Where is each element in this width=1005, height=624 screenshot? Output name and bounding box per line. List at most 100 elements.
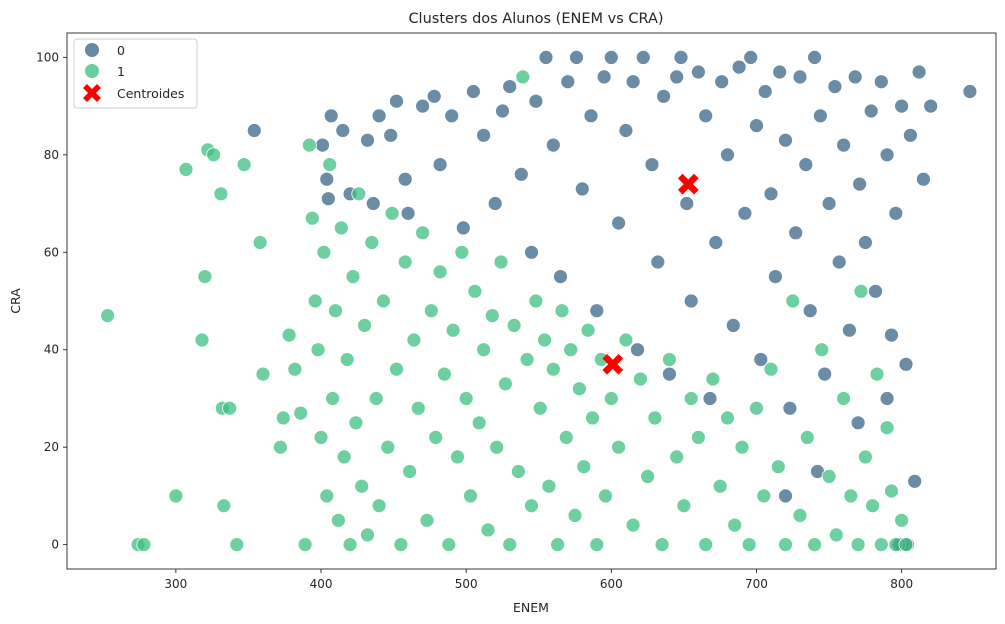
- point-series-1-102: [625, 517, 641, 533]
- point-series-1-49: [384, 205, 400, 221]
- point-series-0-81: [852, 176, 867, 192]
- point-series-1-18: [275, 410, 291, 426]
- point-series-1-57: [419, 512, 435, 528]
- point-series-0-31: [569, 50, 584, 65]
- point-series-0-66: [778, 132, 793, 148]
- point-series-1-6: [197, 269, 213, 285]
- point-series-1-136: [865, 498, 880, 514]
- point-series-1-139: [879, 420, 895, 436]
- point-series-0-36: [603, 50, 619, 65]
- point-series-1-32: [328, 303, 343, 319]
- y-tick-label-80: 80: [44, 148, 59, 162]
- point-series-0-87: [884, 327, 899, 343]
- point-series-1-5: [194, 332, 210, 348]
- point-series-1-37: [342, 537, 358, 552]
- point-series-0-8: [365, 196, 381, 211]
- legend-label-series-0: 0: [117, 43, 125, 58]
- point-series-1-125: [792, 508, 808, 523]
- point-series-0-15: [426, 88, 442, 104]
- point-series-0-4: [323, 108, 339, 124]
- y-tick-label-100: 100: [36, 50, 59, 64]
- point-series-1-86: [545, 361, 561, 377]
- point-series-1-64: [450, 449, 465, 465]
- point-series-1-107: [662, 352, 677, 367]
- point-series-0-72: [807, 50, 822, 65]
- point-series-1-113: [705, 371, 721, 387]
- y-axis: 0 20 40 60 80 100: [36, 50, 67, 552]
- point-series-0-45: [662, 366, 677, 382]
- point-series-1-140: [884, 483, 899, 499]
- point-series-1-85: [541, 478, 557, 494]
- x-tick-label-600: 600: [600, 577, 623, 591]
- point-series-1-40: [351, 186, 367, 202]
- point-series-1-118: [741, 537, 757, 552]
- point-series-0-25: [524, 244, 539, 260]
- point-series-1-2: [136, 537, 152, 552]
- point-series-1-62: [441, 537, 457, 552]
- point-series-0-21: [487, 196, 503, 211]
- point-series-1-43: [360, 527, 375, 543]
- point-series-0-50: [691, 64, 706, 80]
- point-series-0-29: [553, 269, 568, 285]
- point-series-1-66: [458, 391, 474, 406]
- x-tick-label-500: 500: [455, 577, 478, 591]
- point-series-0-26: [528, 93, 544, 109]
- point-series-1-4: [178, 161, 194, 177]
- point-series-1-56: [415, 225, 431, 241]
- x-axis: 300 400 500 600 700 800: [164, 569, 913, 591]
- point-series-0-39: [625, 74, 641, 90]
- point-series-0-54: [714, 74, 730, 90]
- point-series-1-38: [345, 269, 361, 285]
- point-series-1-24: [304, 210, 320, 226]
- point-series-1-70: [476, 342, 492, 358]
- point-series-1-120: [756, 488, 772, 504]
- chart-title: Clusters dos Alunos (ENEM vs CRA): [408, 11, 663, 27]
- point-series-0-70: [798, 157, 814, 173]
- point-series-1-90: [563, 342, 579, 358]
- point-series-0-30: [560, 74, 576, 90]
- point-series-1-31: [325, 391, 341, 406]
- point-series-1-23: [301, 137, 317, 153]
- point-series-1-26: [310, 342, 326, 358]
- point-series-0-5: [335, 123, 351, 138]
- point-series-1-80: [519, 352, 535, 367]
- point-series-1-74: [493, 254, 509, 270]
- point-series-1-103: [633, 371, 648, 387]
- point-series-1-33: [330, 512, 346, 528]
- plot-area: [100, 50, 978, 552]
- point-series-0-2: [319, 171, 335, 187]
- point-series-0-61: [753, 352, 769, 367]
- point-series-0-47: [673, 50, 689, 65]
- point-series-0-40: [630, 342, 645, 358]
- point-series-0-59: [743, 50, 759, 65]
- point-series-0-67: [782, 400, 798, 416]
- point-series-1-16: [255, 366, 271, 382]
- point-series-1-11: [216, 498, 232, 514]
- point-series-0-35: [596, 69, 612, 85]
- point-series-1-60: [432, 264, 448, 280]
- point-series-1-30: [322, 157, 338, 173]
- point-series-1-29: [319, 488, 335, 504]
- point-series-1-129: [821, 468, 837, 484]
- point-series-1-79: [515, 69, 531, 85]
- point-series-0-82: [858, 235, 873, 250]
- point-series-1-71: [480, 522, 496, 538]
- point-series-0-19: [465, 84, 481, 99]
- point-series-0-63: [763, 186, 779, 202]
- point-series-1-88: [554, 303, 570, 319]
- point-series-0-12: [397, 171, 413, 187]
- point-series-0-44: [656, 88, 671, 104]
- point-series-1-69: [471, 415, 487, 431]
- point-series-1-99: [603, 391, 619, 406]
- point-series-0-38: [618, 123, 634, 138]
- point-series-0-11: [389, 93, 404, 109]
- point-series-1-54: [406, 332, 422, 348]
- point-series-1-104: [640, 468, 655, 484]
- point-series-1-53: [402, 464, 418, 479]
- point-series-1-126: [799, 429, 815, 445]
- point-series-1-14: [236, 157, 252, 173]
- point-series-0-53: [708, 235, 724, 250]
- y-tick-label-20: 20: [44, 440, 59, 454]
- point-series-1-94: [580, 322, 596, 338]
- point-series-1-87: [550, 537, 565, 552]
